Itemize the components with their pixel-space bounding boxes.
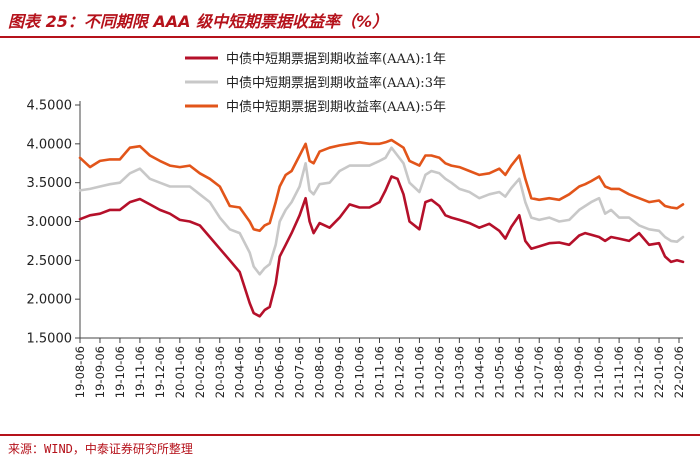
footer-divider bbox=[0, 434, 700, 436]
series-line-3 bbox=[78, 138, 685, 233]
x-tick-label: 22-01-06 bbox=[652, 346, 666, 398]
line-chart: 1.5000 2.0000 2.5000 3.0000 3.5000 4.0000 4.50… bbox=[27, 51, 687, 398]
legend: 中债中短期票据到期收益率(AAA):1年中债中短期票据到期收益率(AAA):3年… bbox=[185, 51, 446, 115]
x-tick-label: 19-09-06 bbox=[93, 346, 107, 398]
chart-title: 图表 25：不同期限 AAA 级中短期票据收益率（%） bbox=[8, 12, 389, 31]
x-tick-label: 20-02-06 bbox=[193, 346, 207, 398]
x-tick-label: 20-07-06 bbox=[293, 346, 307, 398]
x-tick-label: 21-03-06 bbox=[452, 346, 466, 398]
series-line-2 bbox=[78, 146, 685, 276]
y-tick-label: 4.5000 bbox=[27, 99, 73, 114]
legend-label: 中债中短期票据到期收益率(AAA):3年 bbox=[226, 75, 446, 91]
x-tick-label: 21-01-06 bbox=[412, 346, 426, 398]
x-axis: 19-08-06 19-09-06 19-10-06 19-11-06 19-12-06… bbox=[73, 337, 686, 398]
x-tick-label: 19-08-06 bbox=[73, 346, 87, 398]
x-tick-label: 21-11-06 bbox=[612, 346, 626, 398]
x-tick-label: 19-11-06 bbox=[133, 346, 147, 398]
x-tick-label: 20-08-06 bbox=[313, 346, 327, 398]
x-tick-label: 21-07-06 bbox=[532, 346, 546, 398]
x-tick-label: 20-01-06 bbox=[173, 346, 187, 398]
legend-label: 中债中短期票据到期收益率(AAA):5年 bbox=[226, 99, 446, 115]
legend-label: 中债中短期票据到期收益率(AAA):1年 bbox=[226, 51, 446, 67]
x-tick-label: 21-02-06 bbox=[432, 346, 446, 398]
y-tick-label: 4.0000 bbox=[27, 137, 73, 152]
x-tick-label: 21-09-06 bbox=[572, 346, 586, 398]
x-tick-label: 21-08-06 bbox=[552, 346, 566, 398]
y-tick-label: 3.5000 bbox=[27, 176, 73, 191]
x-tick-label: 20-10-06 bbox=[353, 346, 367, 398]
x-tick-label: 20-05-06 bbox=[253, 346, 267, 398]
x-tick-label: 20-09-06 bbox=[333, 346, 347, 398]
series-lines bbox=[78, 138, 685, 318]
x-tick-label: 20-11-06 bbox=[373, 346, 387, 398]
source-note: 来源：WIND，中泰证券研究所整理 bbox=[8, 442, 193, 456]
x-tick-label: 20-06-06 bbox=[273, 346, 287, 398]
x-tick-label: 20-04-06 bbox=[233, 346, 247, 398]
x-tick-label: 21-04-06 bbox=[472, 346, 486, 398]
series-line-1 bbox=[78, 175, 685, 318]
x-tick-label: 22-02-06 bbox=[672, 346, 686, 398]
y-tick-label: 2.5000 bbox=[27, 254, 73, 269]
x-tick-label: 21-06-06 bbox=[512, 346, 526, 398]
y-axis: 1.5000 2.0000 2.5000 3.0000 3.5000 4.0000 4.50… bbox=[27, 99, 81, 347]
x-tick-label: 21-10-06 bbox=[592, 346, 606, 398]
y-tick-label: 1.5000 bbox=[27, 332, 73, 347]
y-tick-label: 2.0000 bbox=[27, 293, 73, 308]
title-divider bbox=[0, 36, 700, 38]
x-tick-label: 21-05-06 bbox=[492, 346, 506, 398]
x-tick-label: 21-12-06 bbox=[632, 346, 646, 398]
x-tick-label: 19-12-06 bbox=[153, 346, 167, 398]
x-tick-label: 20-03-06 bbox=[213, 346, 227, 398]
x-tick-label: 20-12-06 bbox=[392, 346, 406, 398]
y-tick-label: 3.0000 bbox=[27, 215, 73, 230]
x-tick-label: 19-10-06 bbox=[113, 346, 127, 398]
